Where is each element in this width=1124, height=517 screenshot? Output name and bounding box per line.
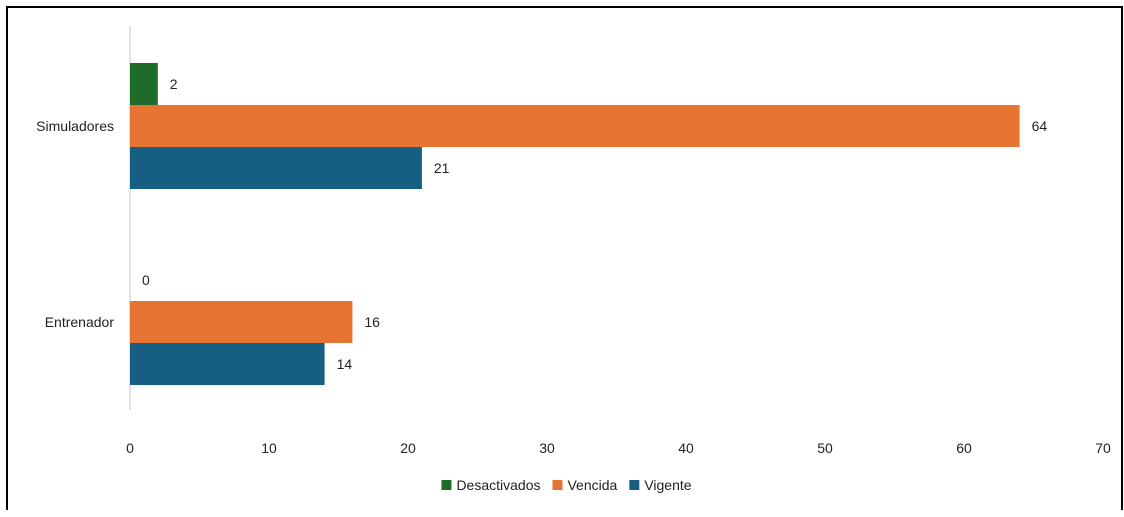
data-label-vencida-entrenador: 16 — [364, 314, 380, 330]
legend-label-vencida: Vencida — [567, 477, 617, 493]
data-label-desactivados-simuladores: 2 — [170, 76, 178, 92]
data-label-desactivados-entrenador: 0 — [142, 272, 150, 288]
data-label-vigente-simuladores: 21 — [434, 160, 450, 176]
x-tick-label-0: 0 — [126, 440, 134, 456]
bar-vigente-simuladores — [130, 147, 422, 189]
data-label-vigente-entrenador: 14 — [337, 356, 353, 372]
x-tick-label-30: 30 — [539, 440, 555, 456]
category-label-simuladores: Simuladores — [36, 118, 114, 134]
legend-swatch-vencida — [552, 480, 563, 490]
x-tick-label-40: 40 — [678, 440, 694, 456]
x-tick-label-10: 10 — [261, 440, 277, 456]
bar-desactivados-simuladores — [130, 63, 158, 105]
x-tick-label-60: 60 — [956, 440, 972, 456]
bar-vigente-entrenador — [130, 343, 325, 385]
legend-label-vigente: Vigente — [644, 477, 691, 493]
x-tick-label-70: 70 — [1095, 440, 1111, 456]
bar-vencida-simuladores — [130, 105, 1020, 147]
x-tick-label-20: 20 — [400, 440, 416, 456]
legend-swatch-vigente — [629, 480, 640, 490]
bar-vencida-entrenador — [130, 301, 353, 343]
category-label-entrenador: Entrenador — [45, 314, 115, 330]
legend-swatch-desactivados — [441, 480, 452, 490]
x-tick-label-50: 50 — [817, 440, 833, 456]
chart-frame: Simuladores Entrenador 2 0 64 16 21 14 0 10 20 30 40… — [6, 6, 1123, 510]
legend-label-desactivados: Desactivados — [456, 477, 540, 493]
data-label-vencida-simuladores: 64 — [1032, 118, 1048, 134]
